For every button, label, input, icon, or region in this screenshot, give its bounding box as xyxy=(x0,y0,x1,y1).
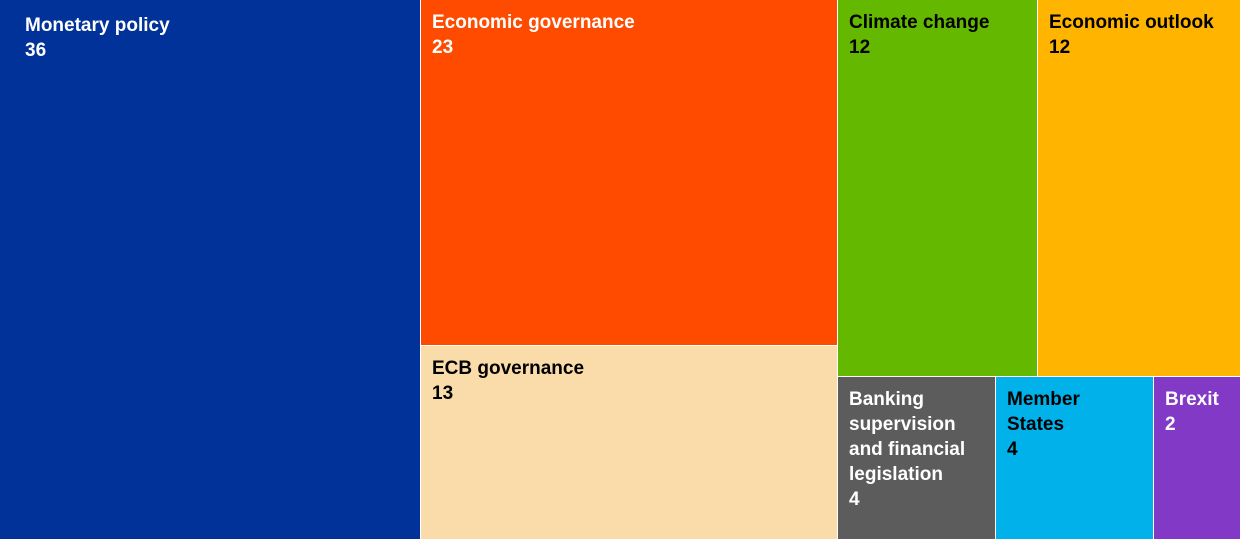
treemap-tile: ECB governance 13 xyxy=(421,346,837,539)
tile-label: Economic governance 23 xyxy=(432,10,831,60)
treemap-tile: Banking supervision and financial legisl… xyxy=(838,377,995,539)
tile-label: Brexit 2 xyxy=(1165,387,1234,437)
treemap-tile: Monetary policy 36 xyxy=(0,0,420,539)
tile-label: Banking supervision and financial legisl… xyxy=(849,387,989,512)
tile-value: 12 xyxy=(849,37,871,58)
tile-value: 4 xyxy=(1007,439,1018,460)
tile-label: Member States 4 xyxy=(1007,387,1147,462)
treemap-tile: Member States 4 xyxy=(996,377,1153,539)
tile-value: 12 xyxy=(1049,37,1071,58)
tile-value: 36 xyxy=(25,40,47,61)
tile-value: 4 xyxy=(849,489,860,510)
treemap-tile: Climate change 12 xyxy=(838,0,1037,376)
tile-label: Economic outlook 12 xyxy=(1049,10,1234,60)
tile-label: Monetary policy 36 xyxy=(25,13,414,63)
treemap-tile: Economic governance 23 xyxy=(421,0,837,345)
tile-value: 23 xyxy=(432,37,454,58)
tile-value: 13 xyxy=(432,383,454,404)
tile-label: ECB governance 13 xyxy=(432,356,831,406)
tile-label: Climate change 12 xyxy=(849,10,1031,60)
tile-value: 2 xyxy=(1165,414,1176,435)
treemap-tile: Brexit 2 xyxy=(1154,377,1240,539)
treemap-tile: Economic outlook 12 xyxy=(1038,0,1240,376)
